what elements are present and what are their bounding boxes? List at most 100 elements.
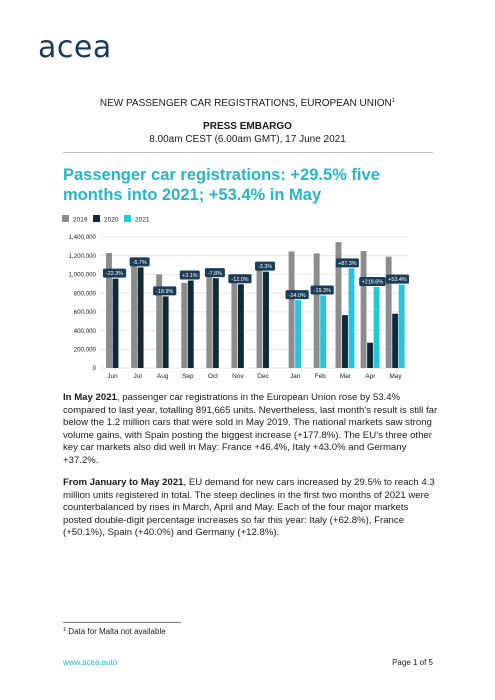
chart-y-axis: 0 200,000 400,000 600,000 800,000 1,000,000 1,… xyxy=(68,234,96,372)
bar-2020-Oct xyxy=(212,278,219,368)
paragraph-may: In May 2021, passenger car registrations… xyxy=(63,392,438,468)
y-tick-label: 1,200,000 xyxy=(68,253,96,260)
change-label-Jul: -5.7% xyxy=(133,260,147,266)
x-tick-label: Jan xyxy=(290,373,301,380)
footnote: 1 Data for Malta not available xyxy=(63,627,166,636)
x-tick-label: Jun xyxy=(107,373,118,380)
change-label-box-Oct xyxy=(204,268,225,278)
bar-2019-Jun xyxy=(106,252,112,368)
x-tick-label: Feb xyxy=(315,373,327,380)
page-headline: Passenger car registrations: +29.5% five… xyxy=(63,166,380,204)
bar-2021-Feb xyxy=(320,295,327,368)
chart-gridlines xyxy=(100,236,408,369)
change-label-Mar: +87.3% xyxy=(338,261,357,267)
bar-2019-Nov xyxy=(231,274,238,368)
x-tick-label: Mar xyxy=(340,373,352,380)
legend-label-2019: 2019 xyxy=(73,217,88,224)
embargo-title: PRESS EMBARGO xyxy=(203,121,292,132)
legend-swatch-2019 xyxy=(62,215,69,222)
bar-2020-Mar xyxy=(342,315,348,368)
chart-change-labels: -22.3% -5.7% -18.9% +3.1% -7.8% -12.0% -3.3% -2… xyxy=(102,257,410,300)
bar-2019-Apr xyxy=(360,251,367,368)
change-label-Dec: -3.3% xyxy=(258,264,272,270)
bar-2019-Sep xyxy=(181,282,188,368)
change-label-box-Mar xyxy=(335,258,359,268)
bar-2020-Aug xyxy=(162,296,169,368)
bar-2021-Apr xyxy=(373,287,380,368)
footnote-marker: 1 xyxy=(63,627,67,633)
legend-label-2021: 2021 xyxy=(135,217,150,224)
change-label-Nov: -12.0% xyxy=(231,277,248,283)
y-tick-label: 800,000 xyxy=(74,290,97,297)
change-label-Jan: -24.0% xyxy=(289,293,306,299)
footnote-text: Data for Malta not available xyxy=(68,627,166,636)
bar-2021-Mar xyxy=(348,268,355,368)
kicker-footnote-marker: 1 xyxy=(391,98,396,104)
change-label-box-Jun xyxy=(102,268,127,278)
change-label-box-Jul xyxy=(129,257,150,267)
bar-2021-May xyxy=(398,284,405,368)
bar-2020-Nov xyxy=(237,284,244,368)
legend-swatch-2021 xyxy=(124,215,131,222)
change-label-Aug: -18.9% xyxy=(156,289,173,295)
registrations-bar-chart: 2019 2020 2021 0 200,000 400,000 600,000 800,0… xyxy=(62,215,410,380)
change-label-box-Jan xyxy=(285,290,309,300)
x-tick-label: Sep xyxy=(182,373,194,380)
chart-bars xyxy=(106,242,405,368)
footer-page-number: Page 1 of 5 xyxy=(392,658,433,667)
y-tick-label: 600,000 xyxy=(74,309,97,316)
x-tick-label: Dec xyxy=(257,373,269,380)
paragraph-ytd-lead: From January to May 2021 xyxy=(63,477,184,488)
change-label-box-May xyxy=(385,274,410,284)
chart-legend: 2019 2020 2021 xyxy=(62,215,150,224)
x-tick-label: Nov xyxy=(232,373,244,380)
bar-2020-Sep xyxy=(187,280,194,368)
y-tick-label: 1,400,000 xyxy=(68,234,96,241)
legend-label-2020: 2020 xyxy=(104,217,119,224)
footnote-divider xyxy=(63,622,181,623)
bar-2020-May xyxy=(392,313,399,368)
paragraph-ytd-body: , EU demand for new cars increased by 29… xyxy=(63,477,435,539)
change-label-box-Aug xyxy=(153,286,177,296)
document-kicker: NEW PASSENGER CAR REGISTRATIONS, EUROPEA… xyxy=(0,98,495,109)
bar-2019-May xyxy=(385,256,392,368)
chart-x-axis: Jun Jul Aug Sep Oct Nov Dec Jan Feb Mar Apr May xyxy=(107,373,402,380)
bar-2020-Apr xyxy=(367,342,374,368)
x-tick-label: Jul xyxy=(133,373,142,380)
bar-2019-Oct xyxy=(206,270,213,368)
change-label-Oct: -7.8% xyxy=(208,271,222,277)
change-label-Jun: -22.3% xyxy=(106,271,123,277)
bar-2019-Dec xyxy=(256,268,263,368)
change-label-box-Nov xyxy=(228,274,252,284)
change-label-Sep: +3.1% xyxy=(182,273,198,279)
bar-2020-Jun xyxy=(112,278,119,368)
bar-2019-Aug xyxy=(156,274,163,368)
change-label-Feb: -19.3% xyxy=(314,288,331,294)
footer-website-link[interactable]: www.acea.auto xyxy=(63,658,118,667)
y-tick-label: 1,000,000 xyxy=(68,272,96,279)
change-label-May: +53.4% xyxy=(388,277,407,283)
embargo-time: 8.00am CEST (6.00am GMT), 17 June 2021 xyxy=(149,134,346,145)
y-tick-label: 200,000 xyxy=(74,346,97,353)
bar-2019-Feb xyxy=(313,253,320,368)
change-label-box-Feb xyxy=(310,285,334,295)
x-tick-label: May xyxy=(389,373,402,380)
bar-2021-Jan xyxy=(295,300,302,368)
bar-2020-Dec xyxy=(263,271,269,368)
change-label-box-Apr xyxy=(359,277,386,287)
acea-logo: acea xyxy=(38,30,112,65)
bar-2019-Jul xyxy=(131,262,138,368)
bar-2020-Jul xyxy=(137,267,144,368)
x-tick-label: Aug xyxy=(157,373,169,380)
kicker-text: NEW PASSENGER CAR REGISTRATIONS, EUROPEA… xyxy=(99,98,392,109)
x-tick-label: Oct xyxy=(208,373,218,380)
legend-swatch-2020 xyxy=(93,215,100,222)
change-label-Apr: +218.6% xyxy=(362,280,384,286)
change-label-box-Dec xyxy=(255,261,276,271)
bar-2019-Mar xyxy=(335,242,342,368)
y-tick-label: 0 xyxy=(93,365,97,372)
paragraph-may-body: , passenger car registrations in the Eur… xyxy=(63,392,438,466)
paragraph-ytd: From January to May 2021, EU demand for … xyxy=(63,477,438,540)
change-label-box-Sep xyxy=(179,270,200,280)
y-tick-label: 400,000 xyxy=(74,328,97,335)
